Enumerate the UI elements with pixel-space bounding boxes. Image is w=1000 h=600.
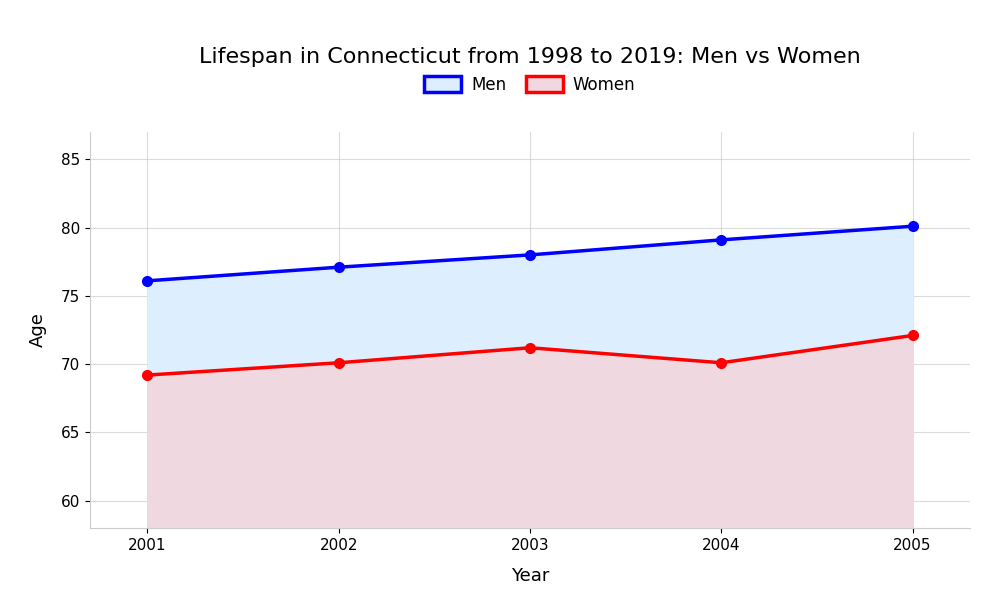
Title: Lifespan in Connecticut from 1998 to 2019: Men vs Women: Lifespan in Connecticut from 1998 to 201…	[199, 47, 861, 67]
Legend: Men, Women: Men, Women	[418, 69, 642, 100]
X-axis label: Year: Year	[511, 566, 549, 584]
Y-axis label: Age: Age	[29, 313, 47, 347]
